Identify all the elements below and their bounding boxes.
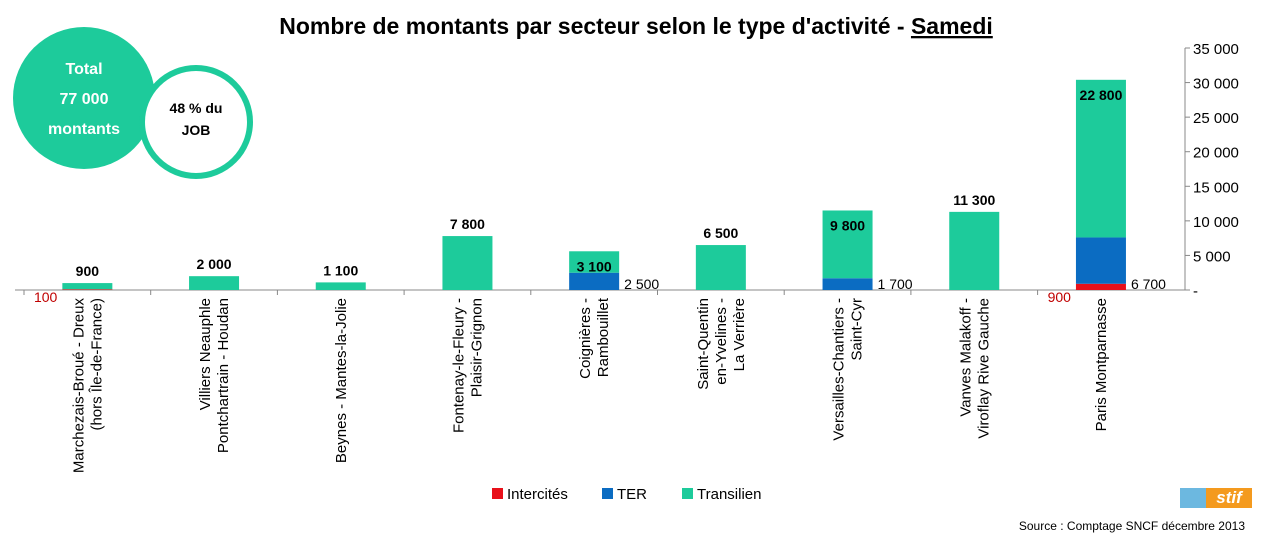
x-tick-label: Fontenay-le-Fleury -Plaisir-Grignon [450, 298, 485, 433]
x-tick-line: Rambouillet [595, 297, 612, 377]
title-text: Nombre de montants par secteur selon le … [279, 13, 904, 39]
x-tick-label: Villiers NeauphlePontchartrain - Houdan [197, 298, 232, 453]
x-tick-label: Paris Montparnasse [1093, 298, 1110, 431]
bar-segment [1075, 237, 1126, 284]
bar-segment [1075, 283, 1126, 290]
bar-segment [442, 236, 493, 290]
x-tick-line: Marchezais-Broué - Dreux [70, 298, 87, 474]
y-tick-label: 20 000 [1193, 145, 1239, 162]
bar-segment [315, 282, 366, 290]
y-tick-label: 35 000 [1193, 41, 1239, 58]
x-tick-label: Versailles-Chantiers -Saint-Cyr [831, 298, 866, 441]
y-tick-label: 25 000 [1193, 110, 1239, 127]
bar-segment [822, 278, 873, 290]
total-circle [13, 27, 155, 169]
bar-segment [189, 276, 240, 290]
bar-segment [62, 283, 113, 290]
value-label: 900 [76, 263, 100, 279]
x-tick-line: Vanves Malakoff - [957, 298, 974, 417]
x-tick-line: Saint-Quentin [695, 298, 712, 390]
total-label: montants [48, 121, 120, 138]
legend-swatch [492, 488, 503, 499]
total-label: 77 000 [60, 91, 109, 108]
x-tick-line: Viroflay Rive Gauche [975, 298, 992, 439]
x-tick-label: Coignières -Rambouillet [577, 297, 612, 379]
x-tick-line: Pontchartrain - Houdan [215, 298, 232, 453]
y-tick-label: 15 000 [1193, 179, 1239, 196]
value-label: 900 [1048, 289, 1072, 305]
legend-label: Transilien [697, 486, 761, 503]
bar-segment [822, 210, 873, 279]
logo-icon [1180, 488, 1206, 508]
x-tick-line: Saint-Cyr [849, 298, 866, 361]
bar-segment [1075, 79, 1126, 238]
value-label: 100 [34, 289, 58, 305]
bar-segment [569, 272, 620, 290]
x-tick-line: (hors Île-de-France) [88, 298, 105, 431]
x-tick-line: Plaisir-Grignon [468, 298, 485, 397]
x-tick-line: Fontenay-le-Fleury - [450, 298, 467, 433]
logo-box [1206, 488, 1252, 508]
x-tick-label: Vanves Malakoff -Viroflay Rive Gauche [957, 298, 992, 439]
share-circle [139, 65, 253, 179]
legend-swatch [682, 488, 693, 499]
x-tick-line: Coignières - [577, 298, 594, 379]
value-label: 2 000 [197, 256, 232, 272]
share-label: 48 % du [170, 100, 223, 116]
title-underlined: Samedi [911, 13, 993, 39]
value-label: 1 100 [323, 262, 358, 278]
value-label: 3 100 [577, 258, 612, 274]
value-label: 22 800 [1080, 87, 1123, 103]
value-label: 9 800 [830, 217, 865, 233]
share-label: JOB [182, 122, 211, 138]
legend-swatch [602, 488, 613, 499]
value-label: 6 700 [1131, 276, 1166, 292]
x-tick-label: Saint-Quentinen-Yvelines -La Verrière [695, 298, 748, 390]
logo-text: stif [1216, 488, 1244, 507]
bar-segment [569, 251, 620, 273]
total-label: Total [65, 61, 102, 78]
bar-segment [949, 211, 1000, 290]
x-tick-label: Marchezais-Broué - Dreux(hors Île-de-Fra… [70, 298, 105, 474]
value-label: 2 500 [624, 276, 659, 292]
legend-label: TER [617, 486, 647, 503]
value-label: 11 300 [953, 192, 995, 208]
y-tick-label: 10 000 [1193, 214, 1239, 231]
y-tick-label: 30 000 [1193, 76, 1239, 93]
x-tick-line: La Verrière [731, 298, 748, 371]
y-tick-label: - [1193, 283, 1198, 300]
source: Source : Comptage SNCF décembre 2013 [1019, 519, 1245, 533]
value-label: 1 700 [878, 276, 913, 292]
y-tick-label: 5 000 [1193, 248, 1231, 265]
value-label: 6 500 [703, 225, 738, 241]
value-label: 7 800 [450, 216, 485, 232]
x-tick-line: Versailles-Chantiers - [831, 298, 848, 441]
chart-title: Nombre de montants par secteur selon le … [279, 13, 993, 39]
x-tick-line: en-Yvelines - [713, 298, 730, 385]
bar-segment [695, 245, 746, 290]
x-tick-line: Villiers Neauphle [197, 298, 214, 410]
x-tick-line: Beynes - Mantes-la-Jolie [333, 298, 350, 463]
x-tick-line: Paris Montparnasse [1093, 298, 1110, 431]
bar-segment [62, 289, 113, 290]
legend-label: Intercités [507, 486, 568, 503]
x-tick-label: Beynes - Mantes-la-Jolie [333, 298, 350, 463]
